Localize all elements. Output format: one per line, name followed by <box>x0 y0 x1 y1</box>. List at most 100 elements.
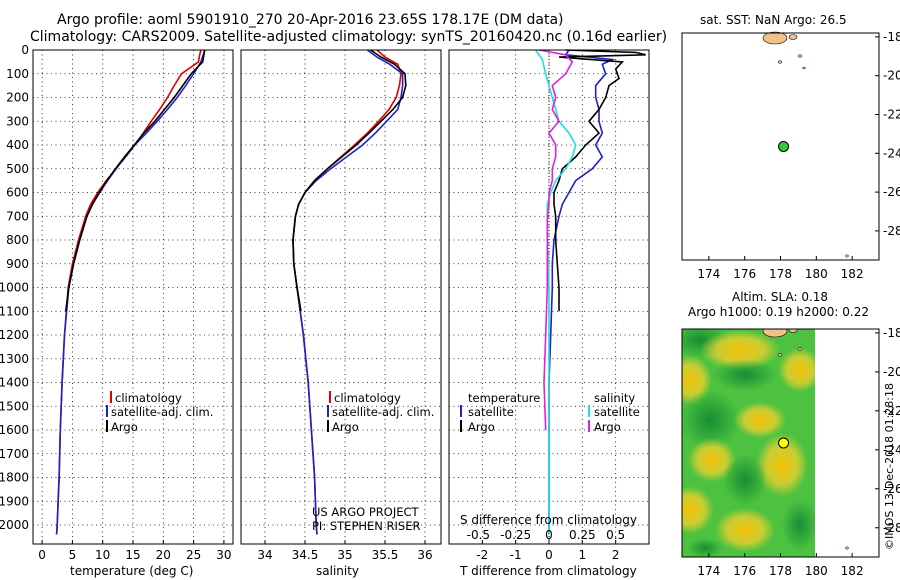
sla-blob <box>713 359 777 391</box>
lat-tick-label: -26 <box>883 185 900 199</box>
x-tick-label: 15 <box>125 548 140 562</box>
island-lau-2 <box>777 60 783 64</box>
x-tick-label: 34.5 <box>292 548 319 562</box>
island-lau-2 <box>777 353 783 357</box>
series-line <box>292 49 407 312</box>
temperature-grid <box>33 49 233 544</box>
argo-position-marker <box>778 437 790 449</box>
lat-tick-label: -22 <box>883 404 900 418</box>
temperature-lines <box>55 49 206 535</box>
lon-tick-label: 182 <box>841 564 864 578</box>
x-tick-label: -1 <box>510 548 522 562</box>
sst-map-panel: sat. SST: NaN Argo: 26.5 174 176 178 180 182… <box>681 13 900 281</box>
depth-tick-label: 500 <box>6 162 29 176</box>
temperature-frame <box>32 49 234 545</box>
island-viti-levu <box>762 329 788 338</box>
legend-label-argo: Argo <box>332 420 359 434</box>
x-tick-label: 5 <box>69 548 77 562</box>
land-fiji <box>762 31 849 258</box>
lon-tick-label: 174 <box>697 267 720 281</box>
s-tick-label: 0 <box>545 528 553 542</box>
figure-title-line-2: Climatology: CARS2009. Satellite-adjuste… <box>30 29 667 45</box>
lon-tick-label: 176 <box>733 267 756 281</box>
island-viti-levu <box>762 31 788 45</box>
sla-blob <box>756 433 808 497</box>
x-tick-label: 34 <box>257 548 272 562</box>
lon-tick-label: 180 <box>805 564 828 578</box>
x-tick-label: 0 <box>38 548 46 562</box>
lon-tick-label: 174 <box>697 564 720 578</box>
lat-tick-label: -22 <box>883 107 900 121</box>
x-tick-label: 1 <box>579 548 587 562</box>
x-tick-label: 10 <box>95 548 110 562</box>
x-tick-label: 25 <box>186 548 201 562</box>
depth-tick-label: 700 <box>6 209 29 223</box>
sla-blob <box>688 438 736 482</box>
sla-field <box>682 329 815 557</box>
lon-tick-label: 178 <box>769 564 792 578</box>
depth-tick-label: 100 <box>6 67 29 81</box>
depth-tick-label: 1200 <box>0 328 29 342</box>
difference-xticks: -2 -1 0 1 2 <box>476 540 619 562</box>
series-line <box>292 49 404 535</box>
depth-tick-label: 1900 <box>0 494 29 508</box>
salinity-legend: climatology satellite-adj. clim. Argo <box>327 391 434 434</box>
lat-tick-label: -28 <box>883 224 900 238</box>
x-tick-label: -2 <box>476 548 488 562</box>
sst-map-xticks: 174 176 178 180 182 <box>697 256 864 281</box>
depth-tick-label: 1400 <box>0 376 29 390</box>
island-small <box>788 329 798 333</box>
island-lau-1 <box>797 347 803 351</box>
sla-blob <box>782 499 815 551</box>
x-tick-label: 36 <box>417 548 432 562</box>
sla-blob <box>734 402 786 438</box>
argo-position-marker <box>778 141 790 152</box>
legend-label-satellite: satellite-adj. clim. <box>332 405 434 419</box>
t-difference-label: T difference from climatology <box>459 564 637 578</box>
lat-tick-label: -18 <box>883 326 900 340</box>
series-line <box>538 49 574 431</box>
lon-tick-label: 180 <box>805 267 828 281</box>
series-line <box>55 49 206 535</box>
lat-tick-label: -18 <box>883 30 900 44</box>
sla-blob <box>682 390 740 450</box>
lat-tick-label: -20 <box>883 69 900 83</box>
figure-title-line-1: Argo profile: aoml 5901910_270 20-Apr-20… <box>57 12 564 28</box>
temperature-panel: 0 5 10 15 20 25 30 temperature (deg C) climato… <box>32 49 234 578</box>
island-south <box>845 546 849 550</box>
salinity-panel: 34 34.5 35 35.5 36 salinity climatology sate… <box>240 49 442 578</box>
sla-map-title: Altim. SLA: 0.18 <box>732 290 828 304</box>
sst-map-points <box>778 141 790 152</box>
x-tick-label: 0 <box>545 548 553 562</box>
depth-tick-label: 800 <box>6 233 29 247</box>
sla-blob <box>723 454 767 506</box>
island-lau-3 <box>802 66 806 70</box>
sla-map-subtitle: Argo h1000: 0.19 h2000: 0.22 <box>688 305 869 319</box>
lat-tick-label: -24 <box>883 443 900 457</box>
legend-label-s-satellite: satellite <box>594 405 640 419</box>
sla-blob <box>715 508 775 552</box>
depth-axis: 0 100 200 300 400 500 600 700 800 900 1000 1100 1200… <box>0 43 29 532</box>
temperature-legend: climatology satellite-adj. clim. Argo <box>106 391 213 434</box>
lat-tick-label: -20 <box>883 365 900 379</box>
s-tick-label: -0.25 <box>500 528 531 542</box>
sla-blob <box>687 538 723 557</box>
x-tick-label: 35.5 <box>372 548 399 562</box>
credit-project: US ARGO PROJECT <box>312 505 420 519</box>
island-small <box>788 34 798 40</box>
credit-pi: PI: STEPHEN RISER <box>312 519 421 533</box>
depth-tick-label: 300 <box>6 114 29 128</box>
salinity-grid <box>241 49 441 544</box>
depth-tick-label: 1500 <box>0 399 29 413</box>
legend-label-s-argo: Argo <box>594 420 621 434</box>
legend-title-salinity: salinity <box>594 391 635 405</box>
legend-label-satellite: satellite-adj. clim. <box>111 405 213 419</box>
x-tick-label: 30 <box>216 548 231 562</box>
s-tick-label: 0.5 <box>606 528 625 542</box>
x-tick-label: 2 <box>612 548 620 562</box>
difference-s-xticks: -0.5 -0.25 0 0.25 0.5 <box>467 528 626 542</box>
island-lau-1 <box>797 54 803 58</box>
lon-tick-label: 176 <box>733 564 756 578</box>
imos-watermark: ©IMOS 13-Dec-2018 01:28:18 <box>883 383 896 550</box>
